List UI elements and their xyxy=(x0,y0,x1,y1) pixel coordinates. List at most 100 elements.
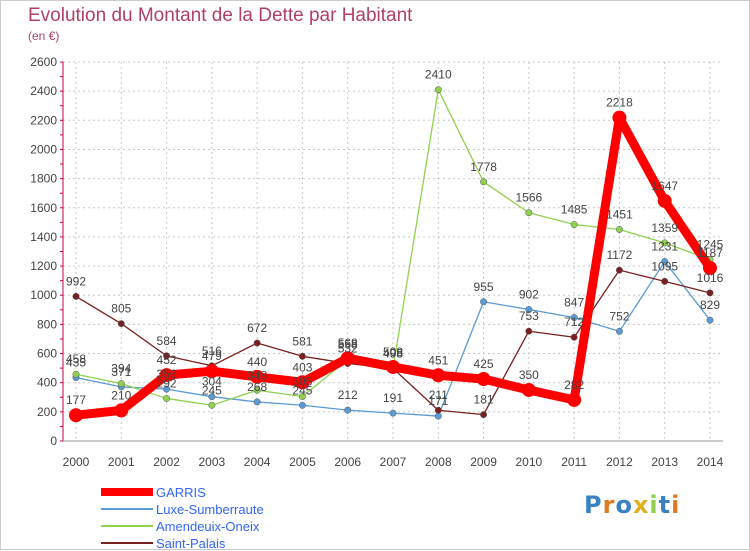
data-point xyxy=(386,359,400,374)
y-tick-label: 2200 xyxy=(30,113,57,127)
data-point xyxy=(661,239,669,247)
data-label: 992 xyxy=(66,274,86,288)
data-label: 305 xyxy=(292,375,312,389)
data-label: 177 xyxy=(66,393,86,407)
data-label: 498 xyxy=(383,346,403,360)
data-label: 458 xyxy=(66,352,86,366)
data-label: 672 xyxy=(247,321,267,335)
legend-label: Amendeuix-Oneix xyxy=(156,518,260,534)
data-label: 581 xyxy=(292,334,312,348)
x-tick-label: 2001 xyxy=(108,455,135,469)
data-point xyxy=(117,320,125,328)
data-point xyxy=(253,386,261,394)
data-point xyxy=(250,369,265,384)
data-label: 348 xyxy=(247,368,267,382)
data-point xyxy=(567,392,582,407)
x-tick-label: 2000 xyxy=(63,455,90,469)
y-tick-label: 2600 xyxy=(30,55,57,69)
data-point xyxy=(706,316,714,324)
y-tick-label: 0 xyxy=(50,434,57,448)
x-tick-label: 2003 xyxy=(199,455,226,469)
data-point xyxy=(661,258,669,266)
data-label: 451 xyxy=(428,353,448,367)
data-label: 752 xyxy=(609,309,629,323)
y-tick-label: 600 xyxy=(37,347,57,361)
data-label: 1245 xyxy=(697,238,724,252)
data-point xyxy=(525,306,533,313)
data-label: 425 xyxy=(474,357,494,371)
data-label: 435 xyxy=(66,356,86,370)
data-point xyxy=(117,380,125,388)
x-tick-label: 2013 xyxy=(651,455,678,469)
data-point xyxy=(340,351,355,366)
data-label: 210 xyxy=(111,388,131,402)
data-label: 1016 xyxy=(697,271,724,285)
y-tick-label: 2400 xyxy=(30,84,57,98)
data-label: 2410 xyxy=(425,68,452,82)
data-label: 1451 xyxy=(606,207,633,221)
legend-label: GARRIS xyxy=(156,484,206,500)
y-tick-label: 800 xyxy=(37,317,57,331)
x-tick-label: 2010 xyxy=(516,455,543,469)
data-label: 356 xyxy=(157,367,177,381)
data-point xyxy=(570,314,578,321)
data-label: 452 xyxy=(157,353,177,367)
data-point xyxy=(615,226,623,233)
data-label: 1485 xyxy=(561,203,588,217)
data-label: 1778 xyxy=(470,160,497,174)
data-label: 282 xyxy=(564,378,584,392)
legend-item: Amendeuix-Oneix xyxy=(101,518,260,534)
data-point xyxy=(72,292,80,300)
data-point xyxy=(295,375,310,390)
data-point xyxy=(612,110,627,125)
legend-label: Saint-Palais xyxy=(156,535,226,551)
data-label: 371 xyxy=(111,365,131,379)
legend-item: Luxe-Sumberraute xyxy=(101,501,264,517)
data-point xyxy=(389,409,397,417)
data-label: 191 xyxy=(383,391,403,405)
data-label: 584 xyxy=(157,334,177,348)
data-label: 479 xyxy=(202,349,222,363)
data-point xyxy=(69,408,83,423)
data-point xyxy=(480,178,488,186)
data-label: 245 xyxy=(202,383,222,397)
legend-swatch xyxy=(101,542,153,544)
x-tick-label: 2005 xyxy=(289,455,316,469)
data-label: 1095 xyxy=(651,259,678,273)
data-label: 1359 xyxy=(651,221,678,235)
data-point xyxy=(298,352,306,360)
data-label: 805 xyxy=(111,302,131,316)
data-point xyxy=(298,401,306,409)
data-point xyxy=(706,289,714,297)
data-point xyxy=(480,411,488,419)
data-point xyxy=(521,382,536,397)
data-point xyxy=(253,339,261,347)
data-label: 268 xyxy=(247,380,267,394)
x-tick-label: 2011 xyxy=(561,455,587,469)
data-label: 212 xyxy=(338,388,358,402)
data-point xyxy=(525,327,533,335)
data-point xyxy=(434,86,442,94)
chart-title: Evolution du Montant de la Dette par Hab… xyxy=(28,5,413,26)
data-label: 508 xyxy=(383,345,403,359)
data-label: 245 xyxy=(292,383,312,397)
legend-swatch xyxy=(101,488,153,496)
data-label: 171 xyxy=(428,394,448,408)
data-point xyxy=(480,298,488,306)
x-tick-label: 2004 xyxy=(244,455,271,469)
legend-label: Luxe-Sumberraute xyxy=(156,501,264,517)
y-tick-label: 400 xyxy=(37,376,57,390)
data-label: 955 xyxy=(474,280,494,294)
data-label: 847 xyxy=(564,296,584,310)
data-label: 350 xyxy=(519,368,539,382)
data-point xyxy=(72,370,80,378)
data-point xyxy=(163,352,171,360)
data-point xyxy=(163,394,171,402)
unit-label: (en €) xyxy=(28,29,60,43)
data-point xyxy=(114,403,129,418)
data-point xyxy=(431,368,446,383)
y-tick-label: 1600 xyxy=(30,201,57,215)
data-label: 211 xyxy=(429,388,448,402)
x-tick-label: 2014 xyxy=(697,455,724,469)
